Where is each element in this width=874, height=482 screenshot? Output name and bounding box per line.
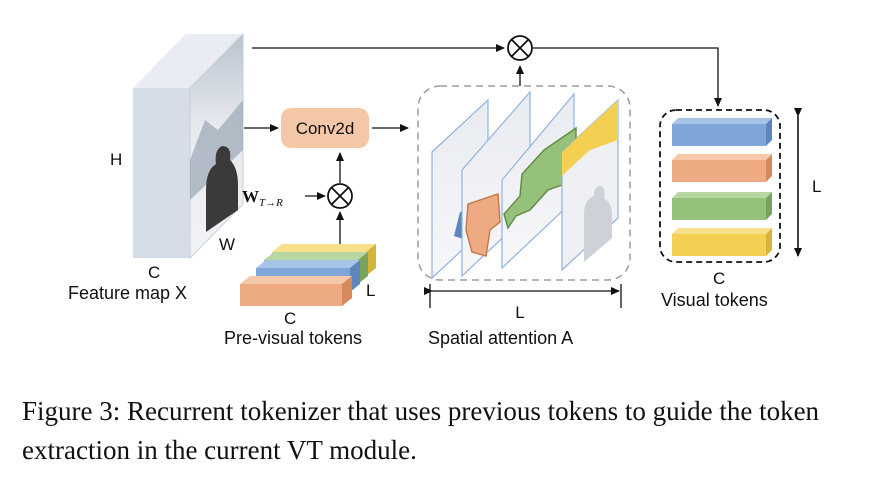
feature-map-label: Feature map X [68, 283, 187, 303]
pre-visual-tokens-stack [240, 244, 376, 306]
weight-label: W [242, 187, 259, 206]
visual-token-blue [672, 118, 772, 146]
dim-w-label: W [219, 235, 235, 254]
visual-tokens-dim-l-label: L [812, 177, 821, 196]
feature-map-cube [133, 32, 244, 260]
visual-tokens-label: Visual tokens [661, 290, 768, 310]
photo-mountain-shape [190, 100, 243, 200]
photo-person-silhouette [206, 146, 238, 232]
pre-tokens-dim-c-label: C [284, 309, 296, 328]
weight-subscript: T→R [259, 197, 283, 209]
multiply-operator-lower [327, 183, 353, 209]
pre-visual-tokens-label: Pre-visual tokens [224, 328, 362, 348]
visual-tokens-frame [659, 109, 781, 263]
feature-map-dim-c-label: C [148, 263, 160, 282]
conv2d-label: Conv2d [296, 119, 355, 138]
visual-token-green [672, 192, 772, 220]
dim-h-label: H [110, 150, 122, 169]
attention-map-4 [561, 98, 619, 272]
spatial-attention-frame [417, 85, 631, 281]
conv2d-box [281, 108, 369, 148]
multiply-operator-upper [507, 35, 533, 61]
visual-tokens-dim-c-label: C [713, 269, 725, 288]
multiply-to-visual-tokens-arrow [533, 47, 722, 107]
cube-top-face [133, 34, 243, 88]
spatial-attention-label: Spatial attention A [428, 328, 573, 348]
figure-caption: Figure 3: Recurrent tokenizer that uses … [22, 396, 820, 465]
attention-dim-l-label: L [515, 303, 524, 322]
visual-token-yellow [672, 228, 772, 256]
cube-front-face [133, 88, 190, 258]
pre-tokens-dim-l-label: L [366, 281, 375, 300]
visual-token-orange [672, 154, 772, 182]
